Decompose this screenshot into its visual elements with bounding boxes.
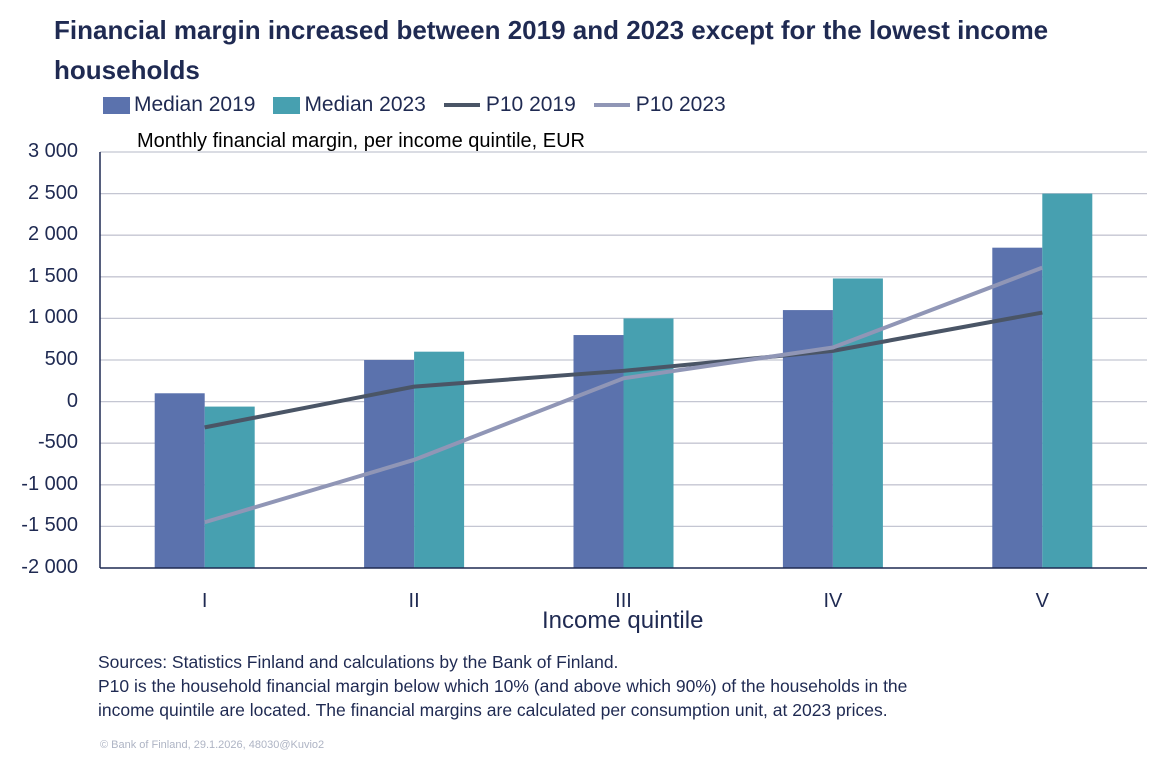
copyright: © Bank of Finland, 29.1.2026, 48030@Kuvi… — [100, 739, 325, 751]
x-tick-label: II — [408, 590, 420, 612]
legend: Median 2019 Median 2023 P10 2019 P10 202… — [103, 93, 744, 117]
x-axis-label: Income quintile — [542, 607, 704, 634]
x-tick-label: III — [615, 590, 632, 612]
y-tick-label: 2 000 — [27, 223, 78, 246]
bar-median-2019 — [154, 393, 205, 568]
bar-median-2023 — [204, 406, 255, 568]
legend-label: Median 2023 — [304, 93, 426, 116]
p10-note-line-1: P10 is the household financial margin be… — [98, 676, 908, 696]
chart-notes: Sources: Statistics Finland and calculat… — [98, 650, 907, 722]
x-tick-label: V — [1035, 590, 1049, 612]
y-tick-label: 1 000 — [27, 306, 78, 329]
y-tick-label: 3 000 — [27, 140, 78, 162]
bar-median-2023 — [832, 278, 883, 568]
line-p10-2023 — [204, 265, 1044, 525]
legend-label: Median 2019 — [134, 93, 256, 116]
legend-item-median-2019: Median 2019 — [103, 93, 255, 117]
p10-note-line-2: income quintile are located. The financi… — [98, 700, 888, 720]
legend-item-median-2023: Median 2023 — [273, 93, 426, 117]
legend-item-p10-2019: P10 2019 — [443, 93, 576, 117]
legend-label: P10 2019 — [485, 93, 576, 116]
bar-median-2019 — [992, 247, 1043, 568]
chart-title: Financial margin increased between 2019 … — [54, 15, 1049, 85]
y-tick-label: -500 — [37, 431, 78, 454]
bar-median-2023 — [1042, 193, 1093, 568]
x-tick-label: IV — [823, 590, 843, 612]
y-tick-label: 2 500 — [27, 181, 78, 204]
legend-label: P10 2023 — [635, 93, 726, 116]
y-tick-label: -1 000 — [21, 472, 78, 495]
chart-subtitle: Monthly financial margin, per income qui… — [137, 130, 585, 152]
y-tick-label: 1 500 — [27, 264, 78, 287]
y-tick-label: 500 — [44, 348, 78, 370]
bar-median-2023 — [623, 318, 674, 568]
x-tick-label: I — [201, 590, 208, 612]
y-tick-label: -2 000 — [21, 556, 78, 578]
sources-note: Sources: Statistics Finland and calculat… — [98, 652, 619, 672]
legend-item-p10-2023: P10 2023 — [593, 93, 726, 117]
y-tick-label: -1 500 — [21, 514, 78, 537]
line-p10-2019 — [204, 310, 1043, 430]
y-tick-label: 0 — [66, 389, 78, 412]
